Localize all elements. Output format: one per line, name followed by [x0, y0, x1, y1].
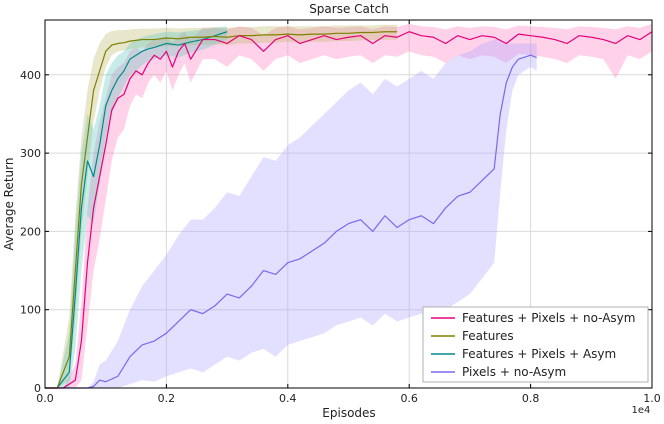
y-tick-label: 100: [20, 304, 41, 317]
y-tick-label: 0: [34, 382, 41, 395]
x-tick-label: 0.8: [522, 392, 540, 405]
axis-ticks: 0.0 0.2 0.4 0.6 0.8 1.0 0 100 200 300 400: [20, 20, 661, 405]
y-axis-label: Average Return: [2, 158, 16, 251]
x-axis-label: Episodes: [322, 406, 375, 420]
y-tick-label: 300: [20, 147, 41, 160]
y-tick-label: 200: [20, 225, 41, 238]
legend-box: [422, 306, 649, 383]
x-tick-label: 0.0: [36, 392, 54, 405]
x-tick-label: 0.2: [158, 392, 176, 405]
legend-label: Features + Pixels + no-Asym: [462, 311, 635, 325]
plot-frame: [44, 19, 653, 389]
series-line: [45, 31, 398, 389]
x-tick-label: 0.4: [279, 392, 297, 405]
x-tick-label: 0.6: [400, 392, 418, 405]
x-axis-multiplier: 1e4: [632, 405, 651, 416]
series-line: [45, 54, 537, 389]
series-line: [45, 31, 653, 389]
series-lines: [45, 31, 653, 389]
y-tick-label: 400: [20, 69, 41, 82]
chart-title: Sparse Catch: [309, 2, 389, 16]
legend-label: Pixels + no-Asym: [462, 365, 566, 379]
legend: Features + Pixels + no-Asym Features Featu…: [422, 306, 649, 383]
series-band: [45, 39, 537, 389]
series-line: [45, 31, 228, 389]
legend-label: Features + Pixels + Asym: [462, 347, 616, 361]
x-tick-label: 1.0: [643, 392, 661, 405]
legend-label: Features: [462, 329, 514, 343]
